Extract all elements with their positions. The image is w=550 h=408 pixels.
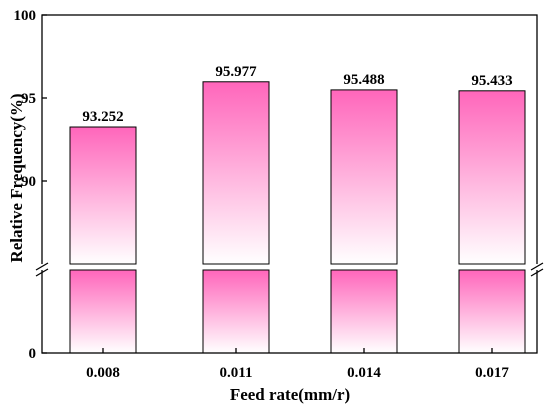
bars-layer [69, 81, 526, 354]
bar-0.008-upper [69, 126, 137, 265]
axis-break-mark-right-2 [530, 268, 544, 277]
x-tick-label-0.008: 0.008 [86, 365, 120, 381]
y-tick-label-100: 100 [14, 8, 37, 24]
x-axis-title: Feed rate(mm/r) [230, 385, 350, 404]
value-label-0.014: 95.488 [343, 72, 384, 88]
x-axis: 0.008 0.011 0.014 0.017 [86, 348, 509, 381]
value-label-0.017: 95.433 [471, 73, 512, 89]
axis-break-mark-left-2 [35, 268, 49, 277]
value-label-0.011: 95.977 [215, 64, 257, 80]
x-tick-label-0.014: 0.014 [347, 365, 381, 381]
y-tick-label-0: 0 [29, 346, 37, 362]
bar-0.014-upper [330, 89, 398, 265]
plot-frame [41, 14, 538, 354]
bar-0.017-upper [458, 90, 526, 265]
bar-0.011-lower [202, 269, 270, 354]
axis-break-mark-left-1 [35, 262, 49, 271]
x-tick-label-0.011: 0.011 [220, 365, 253, 381]
value-labels-layer: 93.252 95.977 95.488 95.433 [82, 64, 512, 125]
x-tick-label-0.017: 0.017 [475, 365, 509, 381]
bar-0.008-lower [69, 269, 137, 354]
bar-0.011-upper [202, 81, 270, 265]
y-tick-label-95: 95 [21, 91, 36, 107]
bar-0.017-lower [458, 269, 526, 354]
value-label-0.008: 93.252 [82, 109, 123, 125]
y-axis-title: Relative Frequency(%) [7, 93, 26, 262]
y-axis: 0 90 95 100 [14, 8, 47, 362]
bar-0.014-lower [330, 269, 398, 354]
y-tick-label-90: 90 [21, 174, 36, 190]
axis-break-mark-right-1 [530, 262, 544, 271]
axis-break [35, 262, 544, 277]
